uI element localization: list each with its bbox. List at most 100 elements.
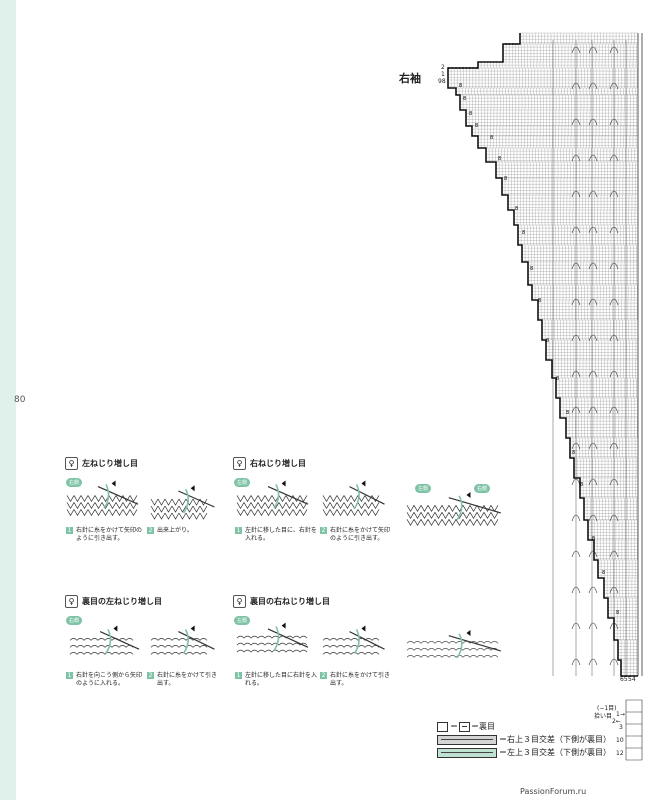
hint-icon: ♀ xyxy=(65,594,78,608)
needle xyxy=(267,628,309,648)
cable-cross-mark xyxy=(571,334,581,342)
side-tag-2: 左側 xyxy=(415,484,431,493)
cable-cross-mark xyxy=(571,262,581,270)
chart-step-outline xyxy=(447,33,638,677)
arrow-icon xyxy=(113,625,118,632)
stitch-illustration-8 xyxy=(236,622,309,653)
motif-mark: 8 xyxy=(459,83,462,89)
stitch-loops xyxy=(236,495,308,517)
side-color-band xyxy=(0,0,16,800)
cable-cross-mark xyxy=(609,262,619,270)
border-rib-chart xyxy=(625,699,643,761)
working-yarn xyxy=(456,633,463,659)
step-2: 2 出来上がり。 xyxy=(147,526,193,534)
needle xyxy=(448,497,501,514)
stitch-illustration-4 xyxy=(322,480,385,517)
arrow-icon xyxy=(466,630,471,637)
cable-cross-mark xyxy=(609,550,619,558)
legend-purl: ＝ ＝裏目 xyxy=(437,720,611,733)
cable-cross-mark xyxy=(588,658,598,666)
legend-left-cross: ＝左上３目交差（下側が裏目） xyxy=(437,746,611,759)
step-2: 2 右針に糸をかけて矢印のように引き出す。 xyxy=(320,526,391,542)
working-yarn xyxy=(103,484,110,509)
cable-cross-mark xyxy=(571,154,581,162)
needle xyxy=(97,486,139,505)
section-right-twist-inc: ♀ 右ねじり増し目 xyxy=(233,456,306,470)
working-yarn xyxy=(273,626,280,652)
row-label-mid: 1 xyxy=(441,71,445,78)
motif-mark: 8 xyxy=(469,111,472,117)
side-tag-3: 右側 xyxy=(474,484,490,493)
watermark: PassionForum.ru xyxy=(520,787,587,796)
cable-cross-mark xyxy=(588,370,598,378)
side-tag: 左側 xyxy=(234,478,250,487)
cable-cross-mark xyxy=(588,406,598,414)
cable-cross-mark xyxy=(588,118,598,126)
arrow-1: 1→ xyxy=(616,711,625,718)
motif-mark: 8 xyxy=(504,176,507,182)
cable-cross-mark xyxy=(588,586,598,594)
row-label-bottom: 98 xyxy=(438,78,446,85)
cable-cross-mark xyxy=(609,586,619,594)
side-tag: 右側 xyxy=(66,478,82,487)
section-title: 右ねじり増し目 xyxy=(250,458,306,468)
motif-mark: 8 xyxy=(490,135,493,141)
cable-cross-mark xyxy=(609,658,619,666)
section-left-twist-inc: ♀ 左ねじり増し目 xyxy=(65,456,138,470)
label-12: 12 xyxy=(616,750,624,757)
motif-mark: 8 xyxy=(580,482,583,488)
arrow-2: 2← xyxy=(612,718,621,725)
motif-mark: 8 xyxy=(602,570,605,576)
cable-cross-mark xyxy=(609,478,619,486)
stitch-loops xyxy=(150,638,208,655)
cable-cross-mark xyxy=(609,46,619,54)
cable-cross-mark xyxy=(609,190,619,198)
section-purl-right-twist-inc: ♀ 裏目の右ねじり増し目 xyxy=(233,594,330,608)
cable-cross-mark xyxy=(609,298,619,306)
working-yarn xyxy=(353,629,360,654)
hint-icon: ♀ xyxy=(233,456,246,470)
needle xyxy=(267,486,309,505)
cable-cross-mark xyxy=(571,82,581,90)
motif-mark: 8 xyxy=(522,230,525,236)
cable-cross-mark xyxy=(571,298,581,306)
stitch-loops xyxy=(236,635,308,653)
section-title: 裏目の右ねじり増し目 xyxy=(250,596,330,606)
dec-note-1: (−1目) xyxy=(597,705,617,712)
motif-mark: 8 xyxy=(572,450,575,456)
arrow-icon xyxy=(466,492,471,499)
legend-right-cross: ＝右上３目交差（下側が裏目） xyxy=(437,733,611,746)
cable-cross-mark xyxy=(588,154,598,162)
cable-cross-mark xyxy=(571,118,581,126)
chart-title: 右袖 xyxy=(399,72,421,85)
cable-cross-mark xyxy=(571,406,581,414)
stitch-loops xyxy=(69,638,134,655)
knit-box-icon xyxy=(437,721,448,732)
motif-mark: 8 xyxy=(498,156,501,162)
chart-right-frame xyxy=(637,33,643,676)
stitch-illustration-7 xyxy=(150,625,215,655)
cable-cross-mark xyxy=(588,190,598,198)
page-number: 80 xyxy=(14,395,26,405)
working-yarn xyxy=(353,484,360,509)
step-1: 1 左針に移した目に右針を入れる。 xyxy=(235,671,318,687)
stitch-illustration-6 xyxy=(69,625,140,655)
motif-mark: 8 xyxy=(556,376,559,382)
grid-lines xyxy=(447,32,639,676)
cable-cross-mark xyxy=(588,514,598,522)
motif-mark: 8 xyxy=(463,96,466,102)
cable-cross-mark xyxy=(609,334,619,342)
step-2: 2 右針に糸をかけて引き出す。 xyxy=(320,671,391,687)
stitch-loops xyxy=(406,640,499,658)
cable-cross-mark xyxy=(609,370,619,378)
cable-cross-mark xyxy=(571,370,581,378)
cable-cross-mark xyxy=(588,334,598,342)
stitch-illustration-2 xyxy=(150,485,215,520)
step-2: 2 右針に糸をかけて引き出す。 xyxy=(147,671,218,687)
cable-cross-mark xyxy=(571,550,581,558)
stitch-illustration-3 xyxy=(236,480,309,517)
step-1: 1 右針に糸をかけて矢印のように引き出す。 xyxy=(66,526,143,542)
arrow-icon xyxy=(281,622,286,629)
motif-mark: 8 xyxy=(515,206,518,212)
